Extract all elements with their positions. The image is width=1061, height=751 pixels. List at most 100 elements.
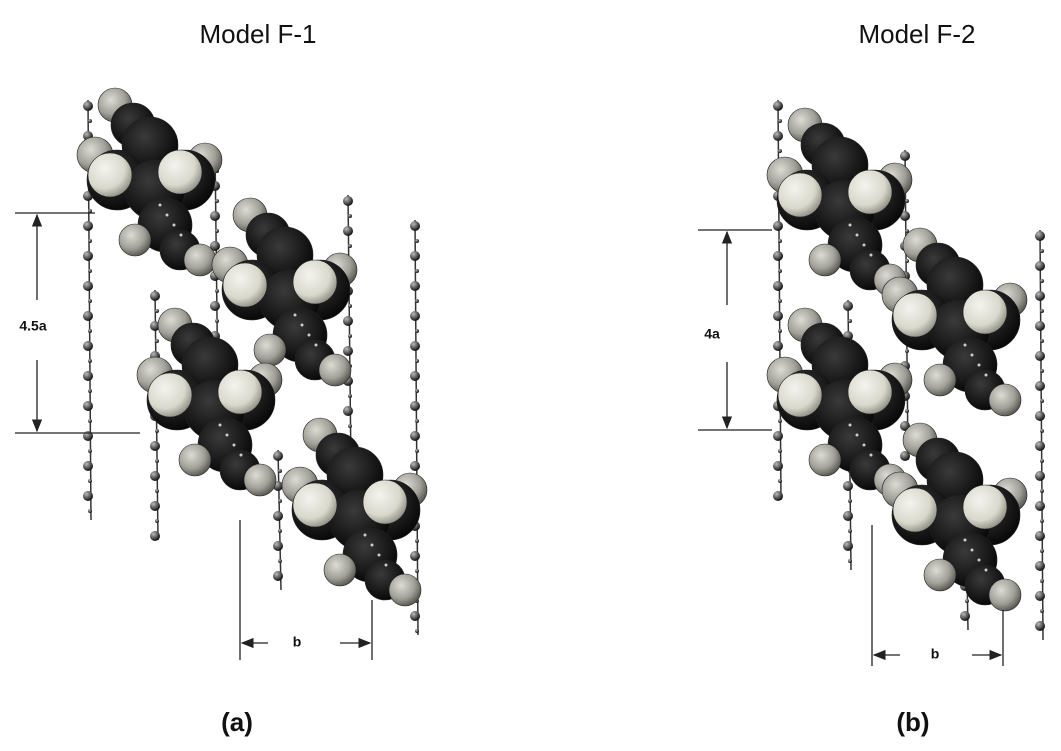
chain-atom: [410, 551, 420, 561]
chain-atom: [83, 491, 93, 501]
atom: [389, 574, 421, 606]
molecule: [767, 108, 912, 296]
chain-atom: [410, 401, 420, 411]
chain-atom: [778, 479, 782, 483]
chain-atom: [83, 101, 93, 111]
atom: [184, 244, 216, 276]
chain-atom: [215, 199, 219, 203]
chain-atom: [1035, 291, 1045, 301]
chain-atom: [273, 511, 283, 521]
panel-title: Model F-2: [858, 19, 975, 49]
chain-atom: [415, 299, 419, 303]
chain-atom: [278, 559, 282, 563]
chain-atom: [155, 429, 159, 433]
highlight: [863, 244, 866, 247]
chain-atom: [88, 389, 92, 393]
chain-atom: [415, 629, 419, 633]
highlight: [315, 344, 318, 347]
chain-atom: [88, 299, 92, 303]
chain-atom: [1035, 321, 1045, 331]
atom: [88, 153, 132, 197]
chain-atom: [88, 509, 92, 513]
chain-atom: [155, 489, 159, 493]
chain-atom: [215, 289, 219, 293]
highlight: [971, 549, 974, 552]
chain-atom: [1035, 531, 1045, 541]
chain-atom: [1040, 249, 1044, 253]
chain-atom: [215, 319, 219, 323]
chain-atom: [83, 311, 93, 321]
chain-atom: [415, 359, 419, 363]
atom: [963, 290, 1007, 334]
chain-atom: [155, 459, 159, 463]
atom: [893, 488, 937, 532]
chain-atom: [1035, 261, 1045, 271]
chain-atom: [278, 469, 282, 473]
atom: [148, 373, 192, 417]
chain-atom: [1040, 369, 1044, 373]
highlight: [849, 224, 852, 227]
atom: [924, 559, 956, 591]
atom: [158, 150, 202, 194]
chain-atom: [150, 531, 160, 541]
molecule: [282, 418, 427, 606]
chain-atom: [410, 251, 420, 261]
highlight: [226, 434, 229, 437]
chain-atom: [343, 346, 353, 356]
highlight: [308, 334, 311, 337]
highlight: [985, 374, 988, 377]
chain-atom: [88, 419, 92, 423]
highlight: [294, 314, 297, 317]
highlight: [180, 234, 183, 237]
chain-atom: [778, 419, 782, 423]
chain-atom: [848, 529, 852, 533]
atom: [848, 170, 892, 214]
chain-atom: [150, 441, 160, 451]
chain-atom: [1040, 579, 1044, 583]
chain-atom: [410, 371, 420, 381]
chain-atom: [83, 371, 93, 381]
chain-atom: [1040, 309, 1044, 313]
alkyl-chain: [273, 450, 283, 590]
chain-atom: [778, 299, 782, 303]
chain-atom: [843, 481, 853, 491]
chain-atom: [773, 431, 783, 441]
chain-atom: [1035, 231, 1045, 241]
width-label: b: [931, 646, 940, 662]
atom: [778, 373, 822, 417]
atom: [319, 354, 351, 386]
chain-atom: [1035, 561, 1045, 571]
chain-atom: [83, 461, 93, 471]
chain-atom: [1040, 519, 1044, 523]
chain-atom: [1035, 351, 1045, 361]
chain-atom: [343, 226, 353, 236]
chain-atom: [1040, 459, 1044, 463]
chain-atom: [348, 244, 352, 248]
atom: [324, 554, 356, 586]
chain-atom: [155, 309, 159, 313]
highlight: [870, 454, 873, 457]
chain-atom: [410, 341, 420, 351]
atom: [254, 334, 286, 366]
atom: [989, 384, 1021, 416]
chain-atom: [88, 359, 92, 363]
chain-atom: [905, 409, 909, 413]
chain-atom: [415, 569, 419, 573]
chain-atom: [273, 541, 283, 551]
chain-atom: [773, 131, 783, 141]
panel-caption: (b): [896, 707, 929, 737]
chain-atom: [773, 341, 783, 351]
chain-atom: [155, 339, 159, 343]
chain-atom: [410, 221, 420, 231]
chain-atom: [348, 394, 352, 398]
chain-atom: [1035, 501, 1045, 511]
highlight: [159, 204, 162, 207]
chain-atom: [273, 571, 283, 581]
chain-atom: [410, 311, 420, 321]
chain-atom: [83, 341, 93, 351]
chain-atom: [88, 269, 92, 273]
chain-atom: [1035, 471, 1045, 481]
chain-atom: [1035, 411, 1045, 421]
chain-atom: [848, 559, 852, 563]
atom: [809, 244, 841, 276]
